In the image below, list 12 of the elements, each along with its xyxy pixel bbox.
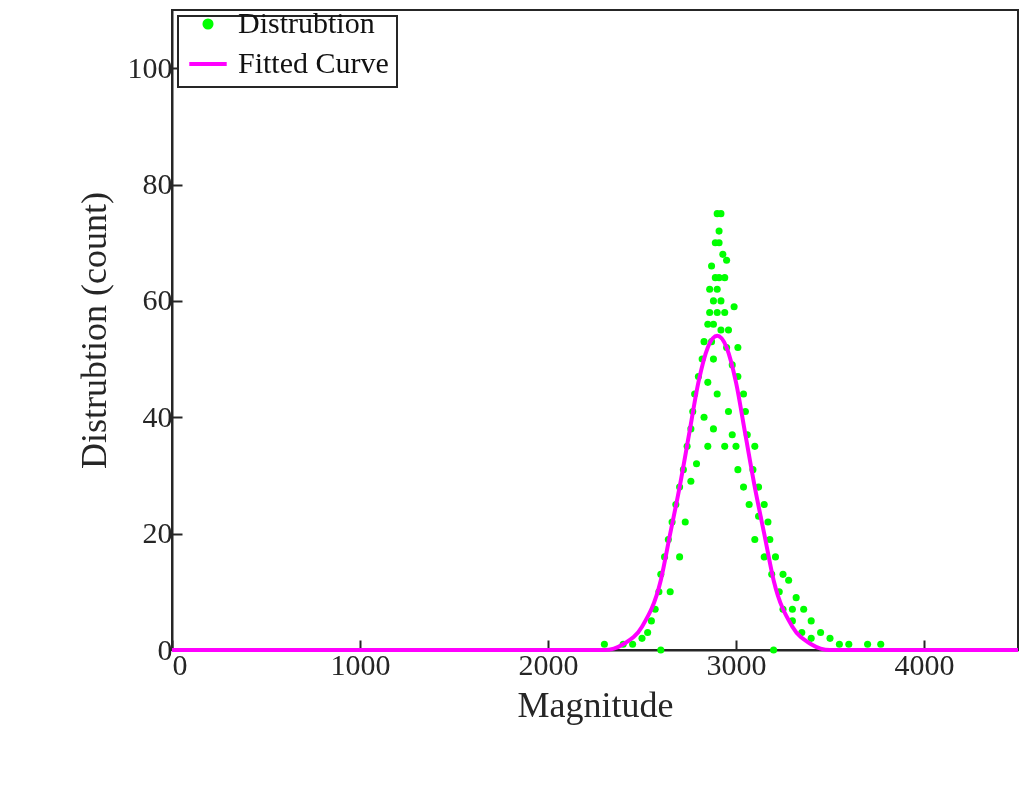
legend-label: Fitted Curve (238, 46, 389, 79)
x-tick-label: 1000 (330, 647, 391, 681)
x-tick-label: 3000 (706, 647, 767, 681)
x-tick-label: 2000 (518, 647, 579, 681)
x-axis-title: Magnitude (517, 684, 674, 725)
y-tick-label: 20 (142, 516, 173, 550)
y-tick-label: 100 (127, 50, 173, 84)
y-tick-label: 60 (142, 283, 173, 317)
x-tick-label: 4000 (894, 647, 955, 681)
y-tick-label: 80 (142, 167, 173, 201)
y-tick-label: 40 (142, 399, 173, 433)
y-axis-title: Distrubtion (count) (73, 192, 114, 469)
